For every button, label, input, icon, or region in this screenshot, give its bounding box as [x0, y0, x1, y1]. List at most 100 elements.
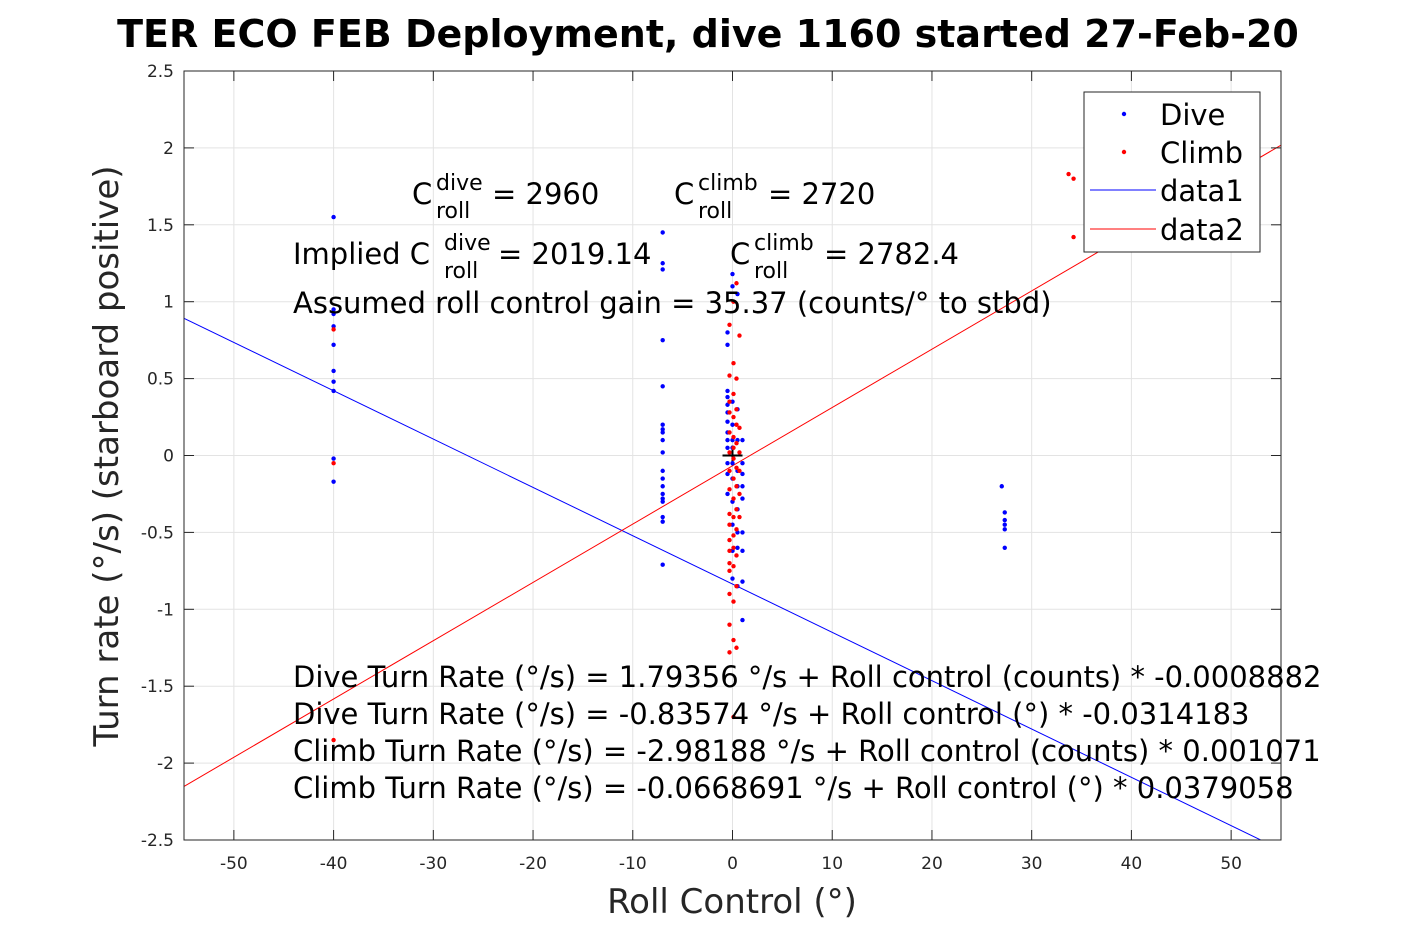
point-climb: [731, 545, 736, 550]
point-dive: [660, 519, 665, 524]
point-climb: [1066, 171, 1071, 177]
x-tick-label: 30: [1021, 854, 1043, 874]
legend: Dive Climb data1 data2: [1083, 91, 1261, 253]
point-dive: [1002, 517, 1007, 523]
point-climb: [727, 568, 732, 574]
point-dive: [660, 267, 665, 272]
point-climb: [734, 553, 739, 558]
point-climb: [727, 511, 732, 517]
legend-climb-marker: [1121, 149, 1127, 155]
point-dive: [725, 437, 730, 443]
implied-climb-superscript: climb: [754, 231, 814, 256]
y-tick-label: -0.5: [141, 523, 174, 543]
point-dive: [725, 491, 730, 497]
point-climb: [731, 361, 736, 366]
y-tick-label: 0: [163, 447, 174, 467]
legend-climb-label: Climb: [1160, 136, 1243, 170]
point-climb: [331, 460, 336, 466]
point-dive: [1002, 522, 1007, 527]
x-tick-label: -20: [519, 854, 547, 874]
point-dive: [660, 484, 665, 489]
point-dive: [660, 499, 665, 504]
point-climb: [734, 527, 739, 532]
point-dive: [1002, 510, 1007, 515]
point-climb: [734, 407, 739, 412]
y-axis-label: Turn rate (°/s) (starboard positive): [87, 165, 127, 747]
point-dive: [740, 617, 745, 623]
point-dive: [331, 479, 336, 484]
point-dive: [740, 579, 745, 584]
point-climb: [734, 376, 739, 381]
x-tick-label: 20: [921, 854, 943, 874]
point-climb: [734, 507, 739, 512]
y-tick-label: 1.5: [147, 216, 174, 236]
point-dive: [1002, 545, 1007, 550]
y-tick-labels: 2.5 2 1.5 1 0.5 0 -0.5 -1 -1.5 -2 -2.5: [141, 62, 174, 851]
point-climb: [737, 468, 742, 474]
y-tick-label: -2.5: [141, 831, 174, 851]
point-dive: [730, 422, 735, 427]
point-dive: [660, 450, 665, 455]
point-climb: [734, 584, 739, 589]
point-climb: [731, 496, 736, 501]
point-dive: [331, 379, 336, 384]
point-climb: [737, 514, 742, 520]
point-dive: [740, 460, 745, 466]
point-dive: [725, 342, 730, 347]
point-dive: [660, 491, 665, 497]
point-climb: [727, 468, 732, 474]
point-climb: [731, 514, 736, 520]
point-dive: [730, 284, 735, 289]
point-climb: [731, 476, 736, 481]
point-dive: [725, 394, 730, 400]
point-dive: [331, 368, 336, 374]
point-dive: [331, 307, 336, 312]
y-tick-label: 2: [163, 139, 174, 159]
point-climb: [737, 333, 742, 338]
x-tick-label: -30: [419, 854, 447, 874]
x-tick-labels: -50 -40 -30 -20 -10 0 10 20 30 40 50: [220, 854, 1242, 874]
point-dive: [331, 311, 336, 317]
point-climb: [727, 450, 732, 455]
point-dive: [1002, 527, 1007, 532]
c-climb-subscript: roll: [698, 199, 732, 224]
point-dive: [660, 468, 665, 474]
equation-climb-counts: Climb Turn Rate (°/s) = -2.98188 °/s + R…: [293, 734, 1321, 768]
c-climb-superscript: climb: [698, 171, 758, 196]
point-dive: [740, 530, 745, 535]
point-dive: [660, 496, 665, 501]
gain-annotation: Assumed roll control gain = 35.37 (count…: [293, 286, 1052, 320]
point-dive: [725, 445, 730, 451]
y-tick-label: -2: [157, 754, 174, 774]
point-climb: [727, 322, 732, 327]
point-climb: [727, 487, 732, 492]
point-climb: [731, 414, 736, 420]
point-climb: [727, 537, 732, 543]
svg-text:C: C: [412, 177, 432, 211]
legend-dive-marker: [1121, 111, 1127, 117]
point-dive: [660, 230, 665, 235]
point-climb: [727, 591, 732, 597]
point-dive: [740, 548, 745, 554]
point-dive: [331, 324, 336, 329]
point-dive: [660, 422, 665, 427]
legend-data2-label: data2: [1160, 213, 1244, 247]
point-climb: [731, 637, 736, 643]
point-climb: [734, 281, 739, 286]
c-dive-superscript: dive: [436, 171, 483, 196]
point-climb: [731, 445, 736, 451]
y-tick-label: 2.5: [147, 62, 174, 82]
point-dive: [735, 291, 740, 297]
x-tick-label: -10: [619, 854, 647, 874]
point-dive: [660, 261, 665, 266]
data-points: [331, 171, 1076, 743]
point-climb: [727, 650, 732, 655]
y-tick-label: -1.5: [141, 677, 174, 697]
point-climb: [727, 522, 732, 527]
c-dive-value: = 2960: [492, 177, 599, 211]
point-climb: [727, 548, 732, 554]
y-tick-label: -1: [157, 600, 174, 620]
point-dive: [331, 456, 336, 461]
y-tick-label: 0.5: [147, 370, 174, 390]
point-climb: [727, 399, 732, 404]
